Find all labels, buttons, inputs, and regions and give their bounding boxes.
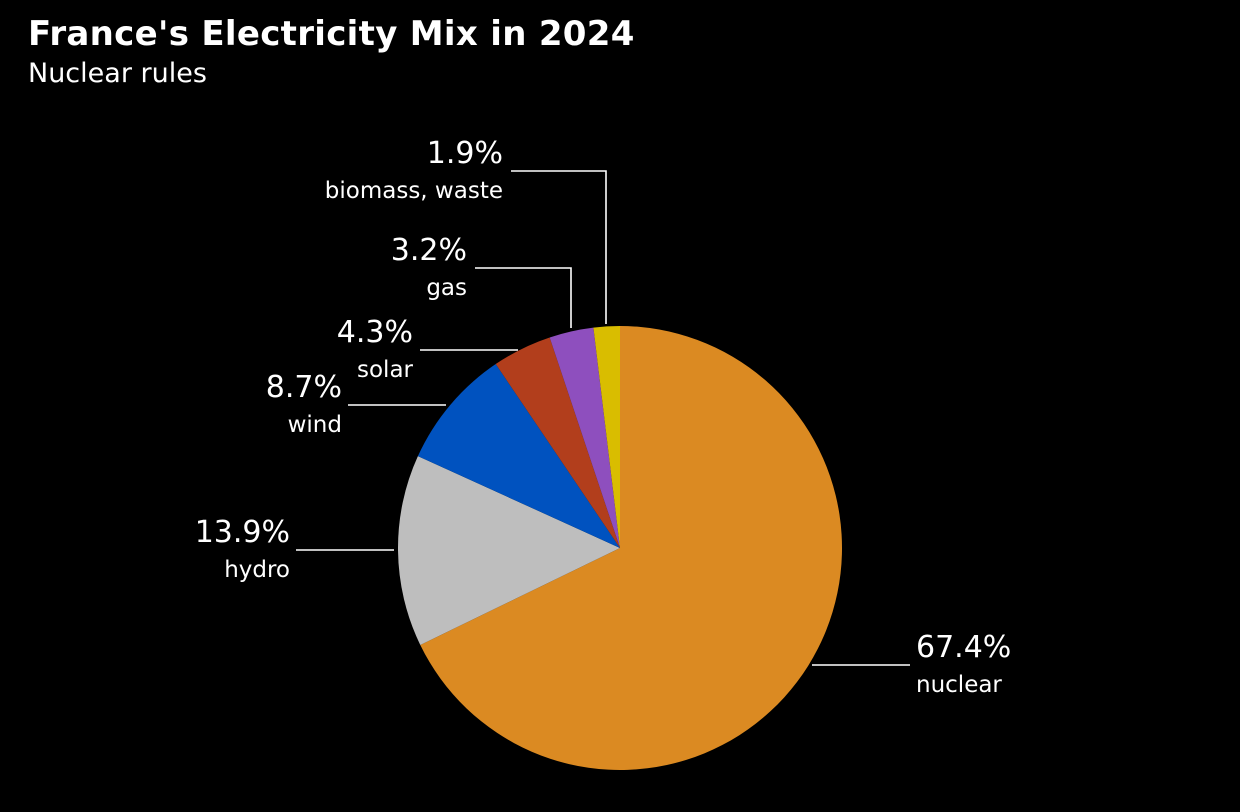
category-label-hydro: hydro [224, 557, 290, 583]
value-label-gas: 3.2% [391, 233, 467, 268]
value-label-solar: 4.3% [337, 315, 413, 350]
value-label-nuclear: 67.4% [916, 630, 1011, 665]
leader-line-gas [475, 267, 572, 328]
category-label-wind: wind [288, 412, 342, 438]
leader-lines [296, 170, 910, 666]
pie-slices [398, 326, 843, 771]
pie-slice-gas [549, 327, 620, 548]
pie-slice-solar [495, 337, 620, 548]
pie-slice-biomass [593, 326, 620, 548]
chart-subtitle: Nuclear rules [28, 58, 207, 89]
category-label-gas: gas [426, 275, 467, 301]
chart-title: France's Electricity Mix in 2024 [28, 14, 635, 54]
pie-slice-wind [417, 364, 620, 548]
category-label-biomass: biomass, waste [325, 178, 503, 204]
value-label-wind: 8.7% [266, 370, 342, 405]
slice-labels: 67.4% nuclear 13.9% hydro 8.7% wind 4.3% solar 3… [195, 136, 1012, 698]
leader-line-biomass [511, 170, 607, 324]
value-label-biomass: 1.9% [427, 136, 503, 171]
category-label-solar: solar [357, 357, 414, 383]
pie-slice-nuclear [420, 326, 843, 771]
pie-slice-hydro [398, 456, 620, 645]
value-label-hydro: 13.9% [195, 515, 290, 550]
category-label-nuclear: nuclear [916, 672, 1002, 698]
